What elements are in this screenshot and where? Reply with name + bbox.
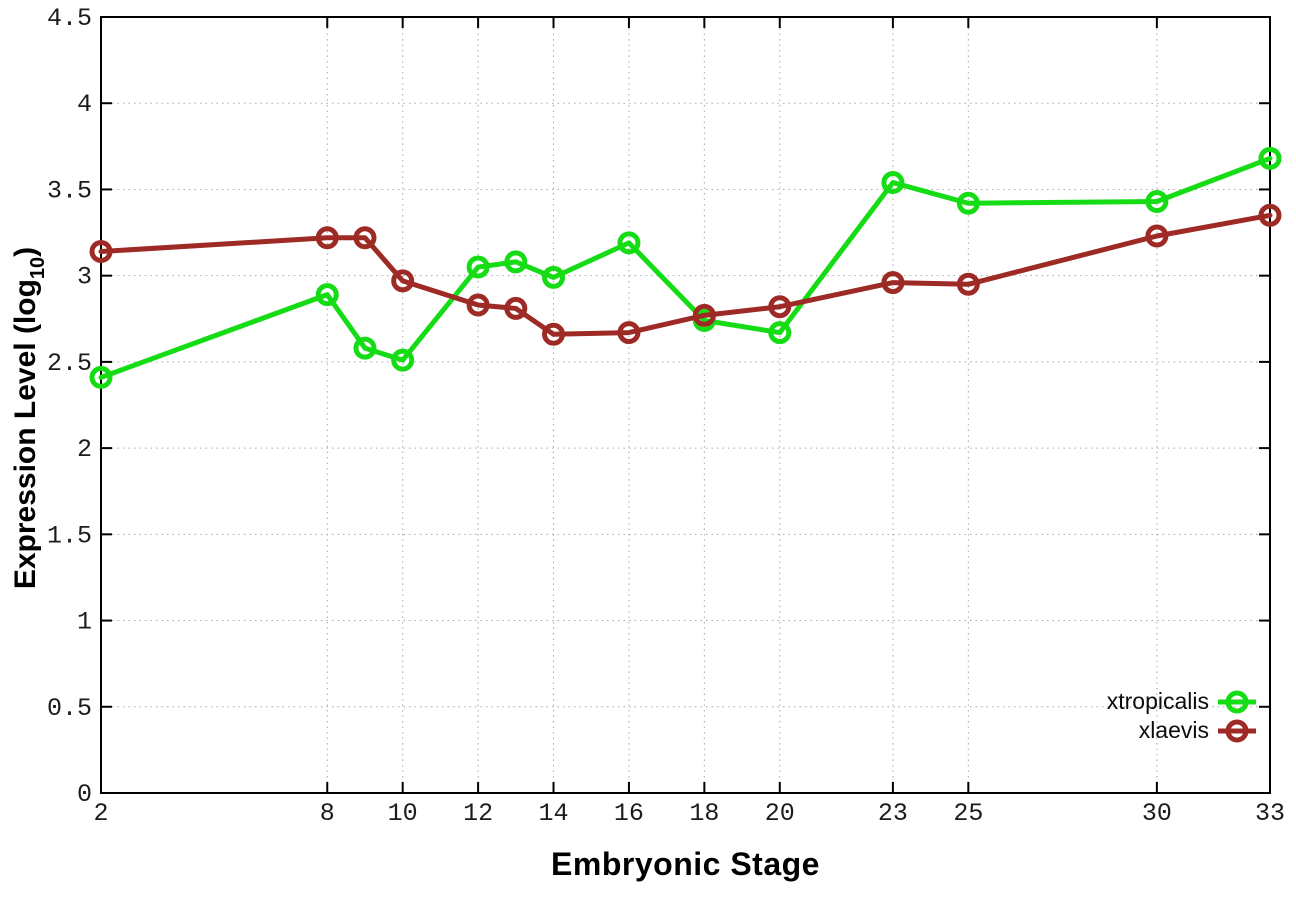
- data-point-xlaevis: [1145, 224, 1169, 248]
- x-tick-label: 14: [539, 799, 569, 828]
- y-axis-title: Expression Level (log 10): [6, 218, 49, 618]
- data-point-xlaevis: [1258, 203, 1282, 227]
- y-tick-label: 1: [77, 608, 92, 637]
- data-point-xtropicalis: [353, 336, 377, 360]
- plot-border: [100, 16, 1271, 794]
- data-point-xtropicalis: [768, 321, 792, 345]
- y-tick-label: 3: [77, 263, 92, 292]
- y-tick-label: 0: [77, 780, 92, 809]
- data-point-xlaevis: [617, 321, 641, 345]
- y-tick-label: 1.5: [47, 521, 92, 550]
- data-point-xtropicalis: [1258, 146, 1282, 170]
- y-tick-label: 4.5: [47, 4, 92, 33]
- x-tick-label: 20: [765, 799, 795, 828]
- legend-item-xlaevis: xlaevis: [1107, 716, 1256, 745]
- legend: xtropicalis xlaevis: [1107, 687, 1256, 745]
- x-tick-label: 23: [878, 799, 908, 828]
- y-tick-label: 2: [77, 435, 92, 464]
- x-axis-title: Embryonic Stage: [551, 846, 820, 882]
- data-point-xtropicalis: [504, 250, 528, 274]
- x-tick-label: 10: [388, 799, 418, 828]
- data-point-xtropicalis: [1145, 190, 1169, 214]
- legend-label: xlaevis: [1138, 717, 1209, 743]
- x-tick-label: 16: [614, 799, 644, 828]
- data-point-xlaevis: [542, 322, 566, 346]
- data-point-xtropicalis: [89, 365, 113, 389]
- data-point-xlaevis: [89, 240, 113, 264]
- x-tick-label: 8: [320, 799, 335, 828]
- legend-marker-icon: [1218, 690, 1256, 713]
- y-tick-label: 4: [77, 90, 92, 119]
- data-point-xlaevis: [881, 271, 905, 295]
- data-point-xtropicalis: [617, 231, 641, 255]
- legend-item-xtropicalis: xtropicalis: [1107, 687, 1256, 716]
- y-tick-label: 0.5: [47, 694, 92, 723]
- data-point-xlaevis: [466, 293, 490, 317]
- data-point-xlaevis: [315, 226, 339, 250]
- y-axis-title-close: ): [9, 246, 42, 257]
- data-point-xtropicalis: [542, 265, 566, 289]
- data-point-xtropicalis: [956, 191, 980, 215]
- y-tick-label: 3.5: [47, 176, 92, 205]
- y-axis-title-main: Expression Level (log: [9, 279, 42, 590]
- x-tick-label: 25: [953, 799, 983, 828]
- x-tick-label: 2: [93, 799, 108, 828]
- series-line-xlaevis: [98, 212, 1273, 337]
- legend-marker-icon: [1218, 719, 1256, 742]
- y-tick-label: 2.5: [47, 349, 92, 378]
- legend-label: xtropicalis: [1106, 688, 1209, 714]
- x-tick-label: 30: [1142, 799, 1172, 828]
- x-tick-label: 33: [1255, 799, 1285, 828]
- x-tick-label: 12: [463, 799, 493, 828]
- data-point-xtropicalis: [315, 283, 339, 307]
- y-axis-title-subscript: 10: [27, 256, 49, 280]
- data-point-xlaevis: [692, 303, 716, 327]
- series-line-xtropicalis: [98, 155, 1273, 380]
- data-point-xtropicalis: [391, 348, 415, 372]
- data-point-xlaevis: [353, 226, 377, 250]
- data-point-xlaevis: [768, 295, 792, 319]
- data-point-xlaevis: [956, 272, 980, 296]
- data-point-xlaevis: [391, 269, 415, 293]
- x-tick-label: 18: [689, 799, 719, 828]
- data-point-xtropicalis: [466, 255, 490, 279]
- data-point-xlaevis: [504, 296, 528, 320]
- data-point-xtropicalis: [881, 171, 905, 195]
